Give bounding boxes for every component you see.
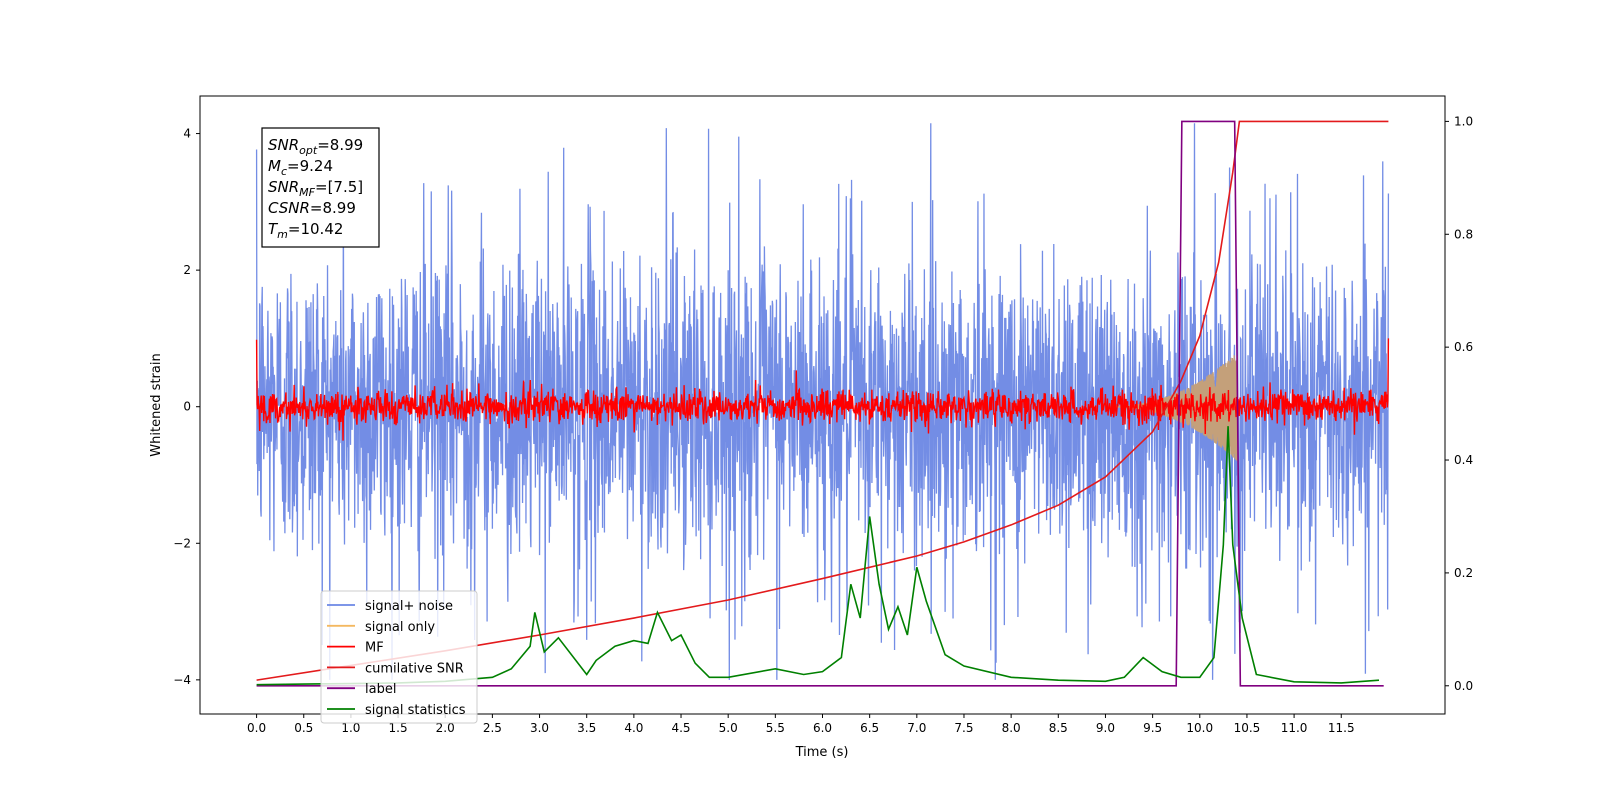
y-left-tick-label: 4 <box>183 127 191 141</box>
y-axis-title: Whitened strain <box>149 353 164 456</box>
legend-label: signal statistics <box>365 703 466 718</box>
x-tick-label: 3.5 <box>577 721 596 735</box>
y-left-tick-label: −2 <box>173 536 191 550</box>
legend-label: signal only <box>365 620 435 635</box>
y-left-tick-label: −4 <box>173 673 191 687</box>
series-group <box>255 120 1390 687</box>
legend-label: label <box>365 682 396 697</box>
x-tick-label: 11.5 <box>1328 721 1355 735</box>
y-right-tick-label: 0.8 <box>1454 227 1473 241</box>
x-tick-label: 9.0 <box>1096 721 1115 735</box>
x-tick-label: 1.0 <box>341 721 360 735</box>
legend: signal+ noise signal only MF cumilative SNR… <box>320 590 478 724</box>
x-tick-label: 2.5 <box>483 721 502 735</box>
x-tick-label: 11.0 <box>1281 721 1308 735</box>
x-tick-label: 4.5 <box>671 721 690 735</box>
y-right-tick-label: 0.4 <box>1454 453 1473 467</box>
legend-label: MF <box>365 641 384 656</box>
annotation-line: SNRMF=[7.5] <box>268 178 363 199</box>
x-tick-label: 3.0 <box>530 721 549 735</box>
y-left-tick-label: 2 <box>183 263 191 277</box>
label-line <box>256 120 1384 687</box>
mf-line <box>255 338 1390 441</box>
x-tick-label: 7.0 <box>907 721 926 735</box>
legend-label: cumilative SNR <box>365 661 464 676</box>
annotation-line: Tm=10.42 <box>268 220 343 241</box>
x-tick-label: 5.5 <box>766 721 785 735</box>
x-tick-label: 10.0 <box>1186 721 1213 735</box>
x-tick-label: 5.0 <box>719 721 738 735</box>
x-tick-label: 6.5 <box>860 721 879 735</box>
x-tick-label: 10.5 <box>1234 721 1261 735</box>
annotation-line: SNRopt=8.99 <box>268 136 363 157</box>
x-tick-label: 2.0 <box>436 721 455 735</box>
x-tick-label: 8.0 <box>1002 721 1021 735</box>
x-tick-label: 8.5 <box>1049 721 1068 735</box>
y-right-tick-label: 0.6 <box>1454 340 1473 354</box>
x-axis-title: Time (s) <box>795 745 849 760</box>
x-tick-label: 0.0 <box>247 721 266 735</box>
legend-label: signal+ noise <box>365 599 453 614</box>
x-tick-label: 7.5 <box>954 721 973 735</box>
legend-box <box>320 590 478 724</box>
plot-area <box>255 120 1390 687</box>
x-tick-label: 9.5 <box>1143 721 1162 735</box>
x-tick-label: 1.5 <box>389 721 408 735</box>
annotation-box <box>261 127 380 248</box>
annotation-line: CSNR=8.99 <box>268 199 356 217</box>
x-tick-label: 0.5 <box>294 721 313 735</box>
annotation-line: Mc=9.24 <box>268 157 333 178</box>
axes: 0.0 0.5 1.0 1.5 2.0 2.5 3.0 3.5 4.0 4.5 5.0 5.5 6.0 6… <box>173 95 1473 735</box>
x-tick-label: 6.0 <box>813 721 832 735</box>
signal-statistics-line <box>256 426 1380 686</box>
y-right-tick-label: 0.2 <box>1454 566 1473 580</box>
y-left-tick-label: 0 <box>183 400 191 414</box>
y-right-tick-label: 0.0 <box>1454 679 1473 693</box>
y-right-tick-label: 1.0 <box>1454 114 1473 128</box>
x-tick-label: 4.0 <box>624 721 643 735</box>
